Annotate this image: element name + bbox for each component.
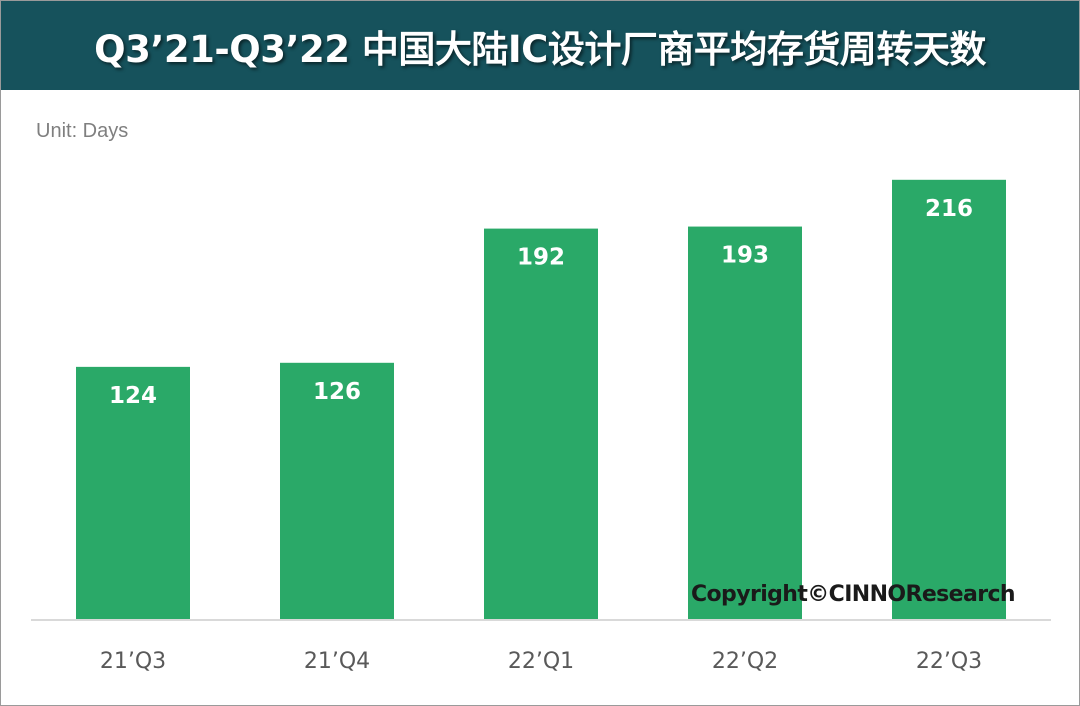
copyright-watermark: Copyright©CINNOResearch	[691, 582, 1016, 607]
data-label-5: 216	[925, 196, 973, 222]
bar-2	[280, 362, 394, 619]
bar-3	[484, 228, 598, 619]
x-tick-label-5: 22’Q3	[916, 649, 982, 674]
chart-title: Q3’21-Q3’22 中国大陆IC设计厂商平均存货周转天数	[94, 27, 986, 71]
x-tick-label-2: 21’Q4	[304, 649, 370, 674]
x-tick-label-4: 22’Q2	[712, 649, 778, 674]
bar-1	[76, 366, 190, 619]
data-label-2: 126	[313, 379, 361, 405]
data-label-1: 124	[109, 383, 157, 409]
data-label-3: 192	[517, 245, 565, 271]
x-tick-label-1: 21’Q3	[100, 649, 166, 674]
x-tick-label-3: 22’Q1	[508, 649, 574, 674]
title-bar: Q3’21-Q3’22 中国大陆IC设计厂商平均存货周转天数	[1, 1, 1079, 90]
bar-5	[892, 179, 1006, 620]
unit-label: Unit: Days	[36, 120, 129, 142]
bar-4	[688, 226, 802, 620]
data-label-4: 193	[721, 243, 769, 269]
